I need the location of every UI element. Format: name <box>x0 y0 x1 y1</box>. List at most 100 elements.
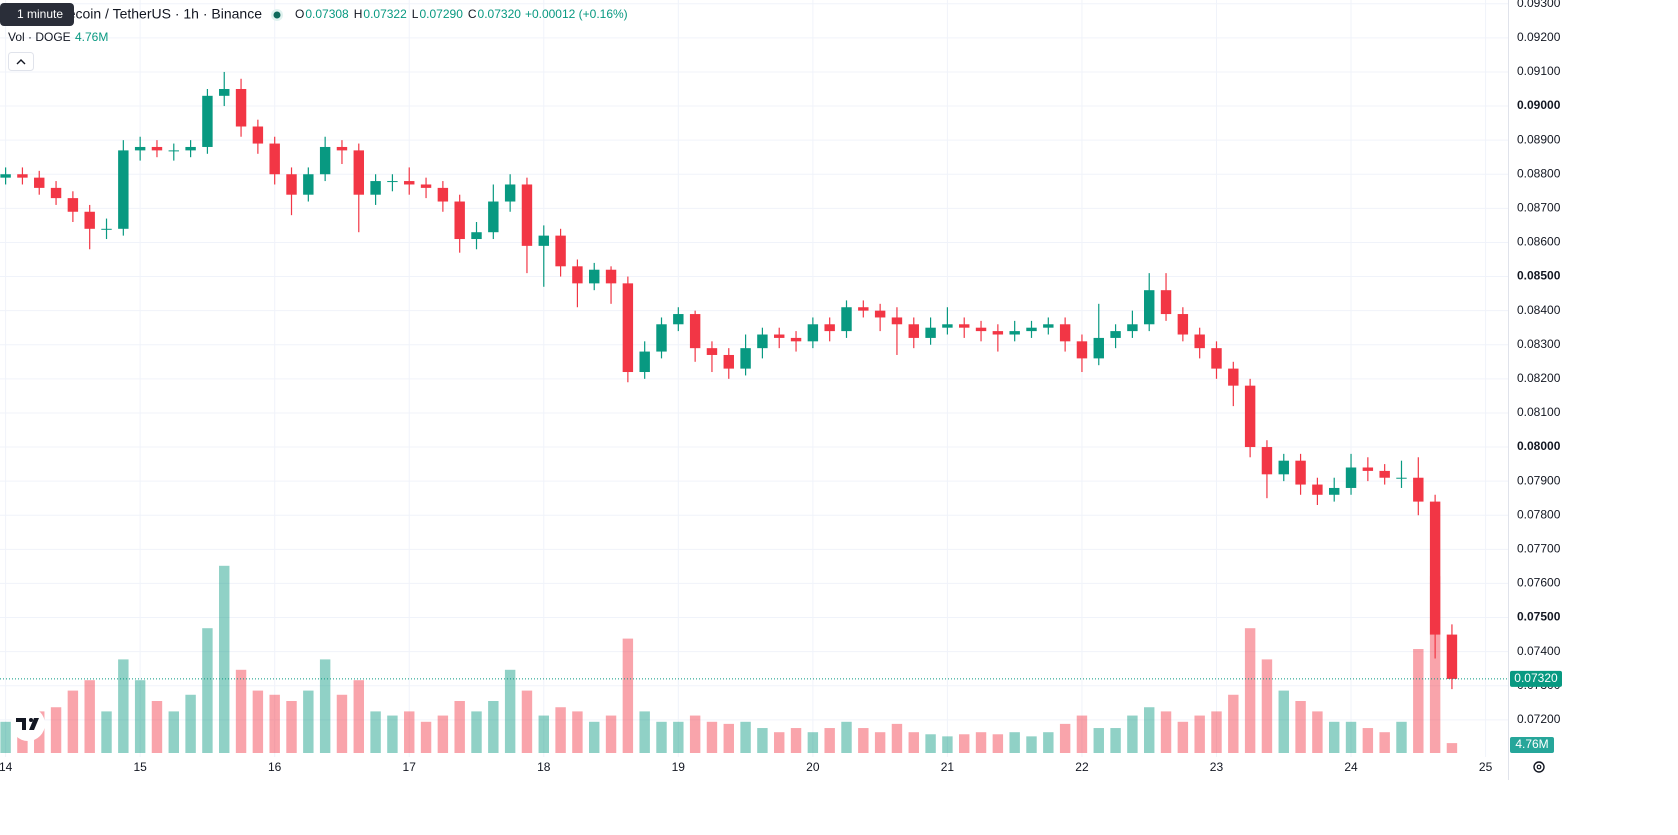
candle-body <box>1009 331 1020 335</box>
volume-bar <box>286 701 297 753</box>
candle-body <box>286 174 297 195</box>
candle-body <box>1329 487 1340 495</box>
volume-bar <box>1429 576 1441 753</box>
candle-body <box>319 146 331 175</box>
volume-tag-label: 4.76M <box>1515 737 1548 751</box>
candle-body <box>269 143 280 175</box>
volume-bar <box>942 736 953 753</box>
candle-body <box>1076 341 1088 359</box>
volume-bar <box>555 707 566 753</box>
candle-body <box>975 327 987 332</box>
candle-body <box>1396 477 1407 479</box>
candle-body <box>1345 467 1357 488</box>
candle-body <box>252 126 264 144</box>
volume-bar <box>1413 649 1424 753</box>
y-tick-label: 0.07200 <box>1517 712 1561 726</box>
ohlc-key: L <box>412 7 419 21</box>
y-tick-label: 0.09200 <box>1517 30 1561 44</box>
volume-bar <box>1396 721 1407 753</box>
candle-body <box>1127 324 1138 332</box>
candle-body <box>1295 460 1306 485</box>
candle-body <box>420 184 432 188</box>
volume-pane <box>0 565 1458 753</box>
volume-bar <box>1076 715 1088 753</box>
candle-body <box>959 324 970 328</box>
volume-bar <box>807 732 819 753</box>
y-tick-label: 0.07600 <box>1517 576 1561 590</box>
volume-bar <box>1009 732 1020 753</box>
volume-bar <box>1278 690 1289 753</box>
y-tick-label: 0.07700 <box>1517 542 1561 556</box>
y-tick-label: 0.08600 <box>1517 235 1561 249</box>
x-tick-label: 19 <box>672 760 686 774</box>
candle-body <box>1261 447 1273 475</box>
gear-inner <box>1536 764 1542 770</box>
y-tick-label: 0.07500 <box>1517 610 1561 624</box>
symbol-title[interactable]: Dogecoin / TetherUS · 1h · Binance <box>42 6 262 22</box>
candle-body <box>34 177 45 188</box>
logo-dot <box>29 718 33 722</box>
volume-bar <box>1244 628 1256 753</box>
volume-title: Vol · DOGE <box>8 30 71 44</box>
candle-body <box>185 146 196 151</box>
volume-bar <box>740 721 751 753</box>
volume-bar <box>572 711 583 753</box>
candle-body <box>824 324 835 332</box>
candle-body <box>656 324 667 352</box>
candle-body <box>336 146 348 151</box>
y-tick-label: 0.08500 <box>1517 269 1561 283</box>
y-tick-label: 0.08100 <box>1517 405 1561 419</box>
candle-body <box>925 327 936 338</box>
candle-body <box>521 184 533 246</box>
candle-body <box>1177 314 1189 335</box>
volume-bar <box>975 732 987 753</box>
volume-bar <box>1295 701 1306 753</box>
volume-bar <box>841 721 852 753</box>
volume-bar <box>370 711 381 753</box>
volume-bar <box>504 669 516 753</box>
volume-bar <box>101 711 112 753</box>
ohlc-key: O <box>295 7 304 21</box>
candle-body <box>622 283 634 373</box>
axes: 0.09300 0.09200 0.09100 0.09000 0.08900 0.088… <box>0 0 1562 780</box>
candle-body <box>942 324 953 328</box>
candle-body <box>589 269 600 284</box>
candle-body <box>118 150 129 229</box>
y-tick-label: 0.08900 <box>1517 132 1561 146</box>
x-tick-label: 17 <box>403 760 417 774</box>
x-tick-label: 23 <box>1210 760 1224 774</box>
candle-body <box>1144 290 1155 325</box>
volume-tag <box>1510 737 1554 753</box>
candle-body <box>1093 337 1104 359</box>
candle-body <box>235 88 247 127</box>
settings-button[interactable] <box>1533 761 1545 773</box>
ohlc-value: 0.07290 <box>419 7 463 21</box>
x-tick-label: 15 <box>133 760 147 774</box>
collapse-chevron <box>16 59 26 65</box>
y-tick-label: 0.09100 <box>1517 64 1561 78</box>
x-tick-label: 22 <box>1075 760 1089 774</box>
candle-body <box>353 150 364 195</box>
candle-body <box>774 334 785 338</box>
volume-bar <box>673 721 684 753</box>
volume-bar <box>589 721 600 753</box>
volume-bar <box>168 711 179 753</box>
candle-body <box>1059 324 1071 342</box>
candle-body <box>740 348 751 369</box>
volume-bar <box>757 728 768 753</box>
candle-body <box>1244 385 1256 448</box>
candle-body <box>387 181 398 183</box>
gear-outer <box>1533 761 1545 773</box>
candle-body <box>504 184 516 202</box>
volume-bar <box>1228 694 1239 753</box>
candle-body <box>17 174 28 178</box>
volume-bar <box>959 734 970 753</box>
logo[interactable] <box>11 707 45 741</box>
candle-body <box>689 314 701 349</box>
ohlc-value: 0.07308 <box>305 7 349 21</box>
candles <box>0 71 1458 690</box>
collapse-button[interactable] <box>8 52 34 71</box>
status-dot <box>273 11 281 19</box>
